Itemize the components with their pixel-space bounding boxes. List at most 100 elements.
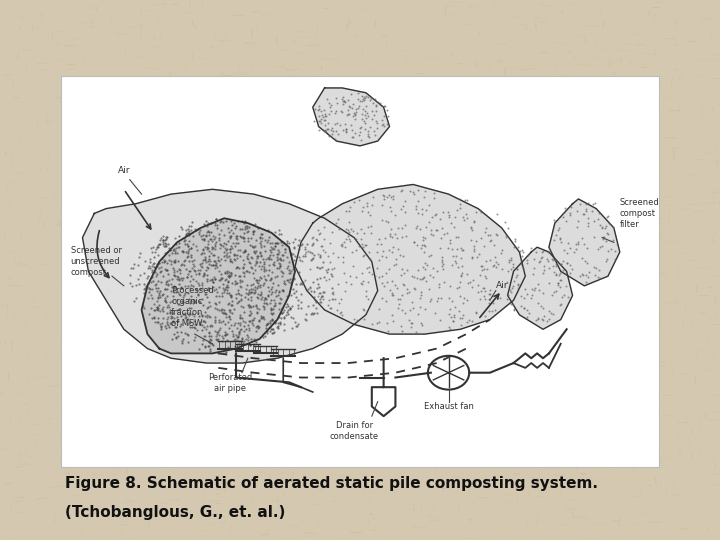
Point bbox=[186, 226, 197, 234]
Point bbox=[550, 231, 562, 239]
Point bbox=[260, 294, 271, 302]
Point bbox=[299, 245, 310, 253]
Point bbox=[238, 219, 250, 227]
Point bbox=[347, 100, 359, 109]
Point bbox=[214, 323, 225, 332]
Point bbox=[378, 195, 390, 204]
Point bbox=[230, 334, 241, 343]
Point bbox=[174, 300, 185, 308]
Point bbox=[505, 265, 516, 273]
Point bbox=[220, 275, 232, 284]
Point bbox=[150, 296, 162, 305]
Point bbox=[163, 244, 175, 253]
Point bbox=[178, 257, 189, 266]
Point bbox=[361, 198, 373, 207]
Point bbox=[258, 279, 269, 287]
Point bbox=[525, 293, 536, 302]
Point bbox=[576, 254, 588, 262]
Point bbox=[485, 237, 496, 245]
Point bbox=[554, 269, 565, 278]
Point bbox=[589, 271, 600, 279]
Point bbox=[572, 207, 583, 216]
Point bbox=[264, 322, 276, 331]
Point bbox=[152, 242, 163, 251]
Point bbox=[266, 315, 278, 324]
Point bbox=[328, 287, 339, 296]
Point bbox=[364, 255, 375, 264]
Point bbox=[161, 315, 173, 323]
Point bbox=[307, 253, 318, 262]
Point bbox=[210, 274, 221, 283]
Point bbox=[567, 264, 578, 273]
Point bbox=[312, 250, 324, 259]
Point bbox=[359, 110, 371, 119]
Point bbox=[199, 312, 211, 320]
Point bbox=[230, 330, 242, 339]
Point bbox=[153, 318, 164, 326]
Point bbox=[221, 330, 233, 339]
Point bbox=[233, 329, 245, 338]
Point bbox=[380, 253, 392, 261]
Point bbox=[225, 269, 237, 278]
Point bbox=[211, 288, 222, 296]
Point bbox=[408, 188, 419, 197]
Point bbox=[265, 299, 276, 307]
Point bbox=[326, 130, 338, 138]
Point bbox=[234, 252, 246, 261]
Point bbox=[376, 116, 387, 125]
Point bbox=[153, 306, 164, 314]
Point bbox=[188, 311, 199, 320]
Point bbox=[398, 281, 410, 289]
Point bbox=[240, 246, 251, 254]
Point bbox=[288, 255, 300, 264]
Point bbox=[215, 274, 227, 283]
Point bbox=[495, 248, 507, 257]
Point bbox=[140, 282, 152, 291]
Point bbox=[145, 278, 156, 286]
Point bbox=[409, 273, 420, 281]
Point bbox=[596, 241, 608, 250]
Point bbox=[165, 245, 176, 254]
Point bbox=[255, 274, 266, 282]
Point bbox=[521, 258, 533, 267]
Point bbox=[148, 312, 160, 321]
Point bbox=[151, 270, 163, 279]
Point bbox=[485, 231, 496, 239]
Point bbox=[266, 315, 277, 323]
Point bbox=[158, 302, 169, 311]
Point bbox=[307, 240, 319, 248]
Point bbox=[254, 258, 266, 266]
Point bbox=[225, 241, 237, 250]
Point bbox=[149, 263, 161, 272]
Point bbox=[403, 288, 415, 296]
Point bbox=[166, 249, 178, 258]
Point bbox=[350, 246, 361, 255]
Point bbox=[210, 260, 222, 269]
Point bbox=[197, 279, 208, 287]
Point bbox=[261, 300, 273, 308]
Point bbox=[145, 303, 157, 312]
Point bbox=[215, 226, 226, 235]
Point bbox=[443, 213, 454, 222]
Point bbox=[224, 254, 235, 263]
Point bbox=[487, 299, 498, 307]
Point bbox=[175, 291, 186, 300]
Point bbox=[204, 275, 215, 284]
Point bbox=[336, 240, 348, 248]
Point bbox=[287, 323, 298, 332]
Point bbox=[321, 267, 333, 276]
Point bbox=[302, 247, 313, 255]
Point bbox=[263, 261, 274, 269]
Point bbox=[176, 336, 187, 345]
Point bbox=[223, 313, 235, 321]
Point bbox=[446, 313, 457, 321]
Point bbox=[146, 273, 158, 282]
Point bbox=[369, 95, 381, 104]
Point bbox=[194, 311, 205, 320]
Point bbox=[274, 262, 286, 271]
Point bbox=[344, 237, 356, 245]
Point bbox=[171, 248, 183, 257]
Point bbox=[177, 293, 189, 302]
Point bbox=[185, 280, 197, 289]
Point bbox=[240, 288, 252, 297]
